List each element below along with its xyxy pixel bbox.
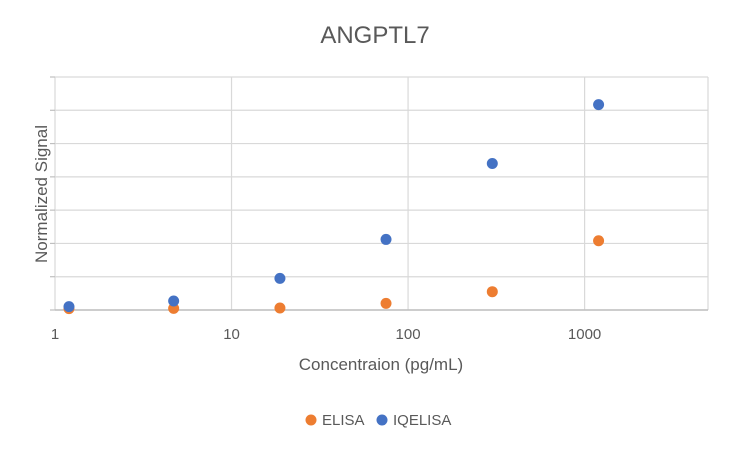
data-point-iqelisa bbox=[63, 301, 75, 313]
x-axis-label: Concentraion (pg/mL) bbox=[299, 355, 463, 374]
legend: ELISA IQELISA bbox=[305, 412, 451, 429]
legend-item-elisa: ELISA bbox=[305, 412, 365, 429]
data-point-elisa bbox=[593, 235, 605, 247]
legend-marker-iqelisa bbox=[376, 414, 388, 426]
data-points bbox=[63, 99, 605, 315]
data-point-iqelisa bbox=[593, 99, 605, 111]
x-tick-label: 1 bbox=[51, 326, 59, 343]
legend-label-elisa: ELISA bbox=[322, 412, 365, 429]
x-tick-labels: 1 10 100 1000 bbox=[51, 326, 601, 343]
legend-item-iqelisa: IQELISA bbox=[376, 412, 451, 429]
data-point-elisa bbox=[486, 286, 498, 298]
y-axis-ticks bbox=[50, 76, 55, 311]
x-tick-label: 1000 bbox=[568, 326, 601, 343]
data-point-elisa bbox=[380, 297, 392, 309]
legend-marker-elisa bbox=[305, 414, 317, 426]
data-point-iqelisa bbox=[380, 233, 392, 245]
data-point-iqelisa bbox=[486, 158, 498, 170]
chart-title: ANGPTL7 bbox=[320, 22, 429, 49]
y-axis-label: Normalized Signal bbox=[32, 125, 51, 263]
data-point-iqelisa bbox=[274, 272, 286, 284]
legend-label-iqelisa: IQELISA bbox=[393, 412, 451, 429]
x-tick-label: 10 bbox=[223, 326, 240, 343]
gridlines bbox=[54, 76, 709, 311]
data-point-elisa bbox=[274, 302, 286, 314]
x-tick-label: 100 bbox=[396, 326, 421, 343]
data-point-iqelisa bbox=[168, 295, 180, 307]
plot-area: 1 10 100 1000 bbox=[50, 76, 709, 343]
